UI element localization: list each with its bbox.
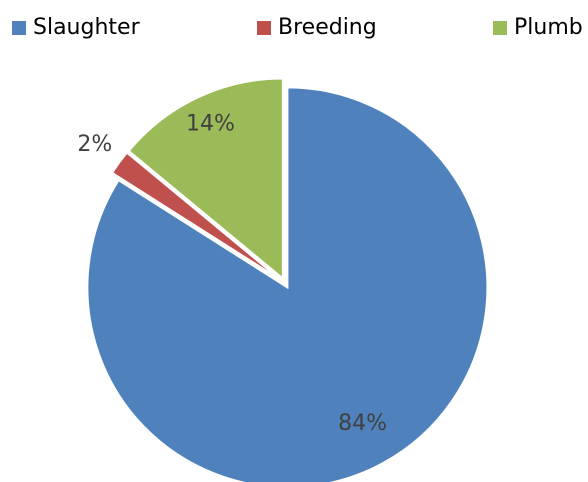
legend-label: Breeding	[278, 15, 377, 40]
data-label: 84%	[338, 411, 387, 436]
legend-swatch	[493, 21, 507, 35]
data-label: 14%	[186, 112, 235, 137]
legend-swatch	[12, 21, 26, 35]
legend-swatch	[257, 21, 271, 35]
pie-slice	[110, 151, 282, 281]
pie-slice	[86, 86, 489, 482]
legend-label: Slaughter	[33, 15, 141, 40]
data-label: 2%	[77, 132, 112, 157]
pie-slice	[127, 77, 284, 281]
legend-label: Plumb	[514, 15, 583, 40]
